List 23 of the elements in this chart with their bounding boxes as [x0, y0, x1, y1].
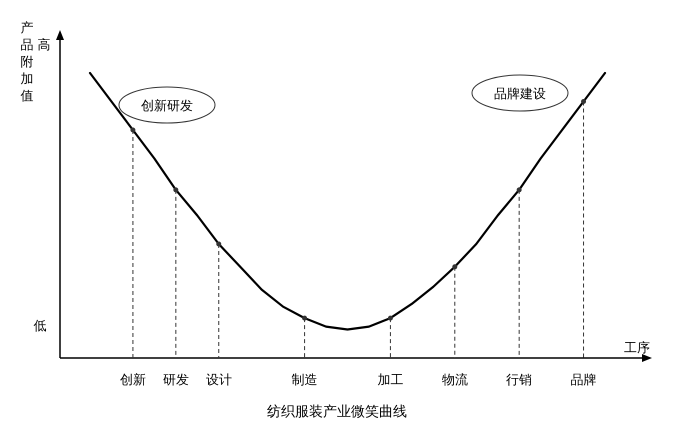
point — [452, 264, 458, 270]
x-tick-label: 研发 — [162, 373, 189, 388]
text: 纺织服装产业微笑曲线 — [267, 404, 407, 420]
point — [173, 187, 178, 192]
annotation: 创新研发 — [141, 99, 193, 114]
x-tick-label: 品牌 — [570, 373, 597, 388]
text: 高 — [38, 37, 50, 53]
x-tick-label: 设计 — [206, 373, 232, 388]
x-tick-label: 行销 — [506, 373, 532, 388]
point — [130, 128, 136, 132]
point — [516, 187, 522, 192]
x-tick-label: 物流 — [442, 372, 468, 388]
text: 低 — [34, 319, 46, 334]
x-axis-title: 工序 — [624, 340, 650, 356]
point — [302, 316, 308, 321]
y-axis-title: 产品附加值 — [20, 21, 34, 104]
point — [216, 242, 222, 246]
x-tick-label: 创新 — [120, 373, 146, 388]
annotation: 品牌建设 — [494, 87, 546, 102]
point — [388, 316, 393, 321]
x-tick-label: 加工 — [377, 373, 404, 388]
x-tick-label: 制造 — [292, 373, 318, 388]
point — [581, 99, 586, 104]
